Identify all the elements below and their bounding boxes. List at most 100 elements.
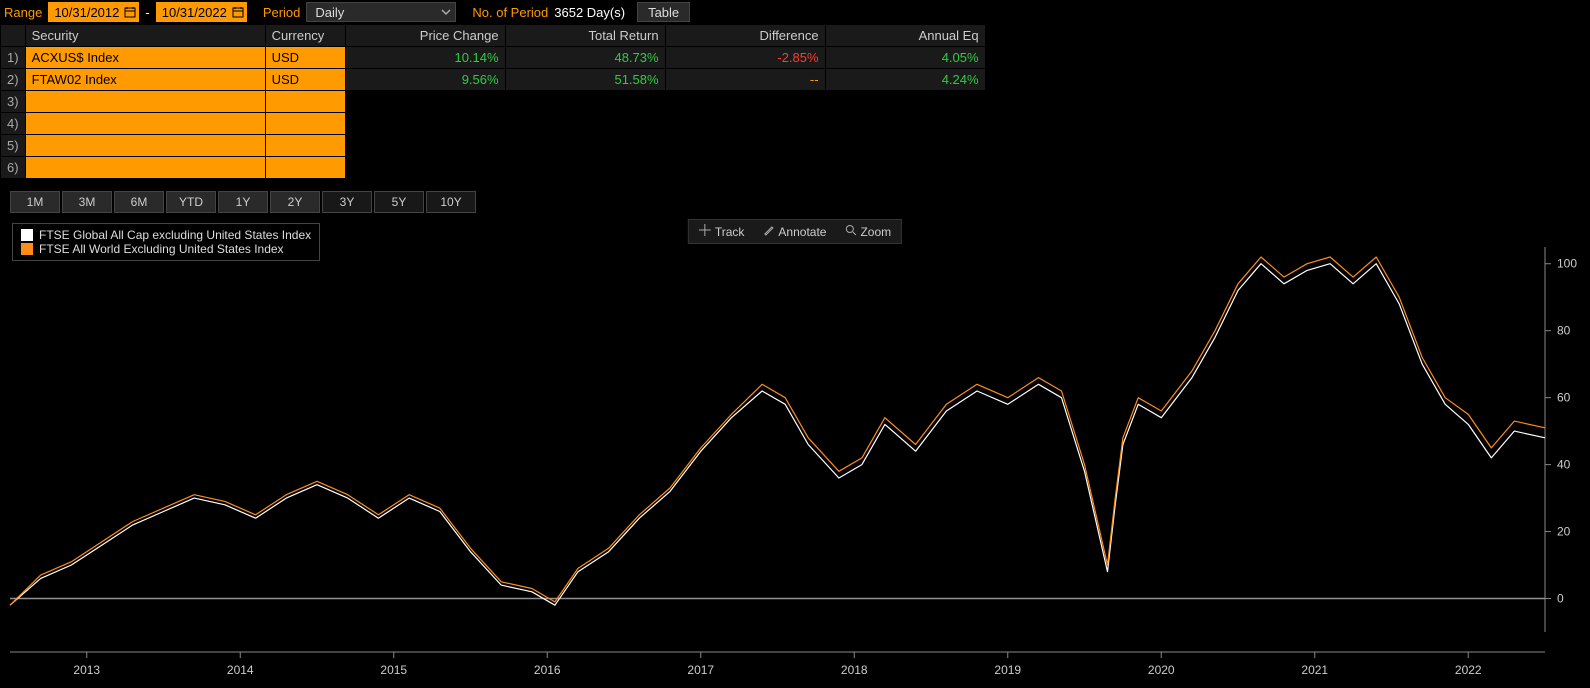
cell-empty <box>345 113 505 135</box>
cell-empty <box>505 91 665 113</box>
cell-annual-eq: 4.05% <box>825 47 985 69</box>
row-number: 2) <box>1 69 26 91</box>
cell-security: FTAW02 Index <box>25 69 265 91</box>
legend-swatch <box>21 243 33 255</box>
cell-empty <box>665 135 825 157</box>
svg-text:2018: 2018 <box>841 663 868 677</box>
cell-annual-eq: 4.24% <box>825 69 985 91</box>
price-chart[interactable]: 0204060801002013201420152016201720182019… <box>0 217 1590 683</box>
date-from-value: 10/31/2012 <box>54 5 119 20</box>
table-row[interactable]: 5) <box>1 135 986 157</box>
header-currency: Currency <box>265 25 345 47</box>
cell-empty <box>665 157 825 179</box>
svg-text:2017: 2017 <box>687 663 714 677</box>
cell-security-empty[interactable] <box>25 157 265 179</box>
date-to-input[interactable]: 10/31/2022 <box>156 2 247 22</box>
cell-empty <box>665 91 825 113</box>
zoom-button[interactable]: Zoom <box>836 222 899 241</box>
row-number: 4) <box>1 113 26 135</box>
cell-empty <box>825 135 985 157</box>
cell-difference: -2.85% <box>665 47 825 69</box>
cell-currency-empty <box>265 113 345 135</box>
svg-text:60: 60 <box>1557 391 1571 405</box>
calendar-icon[interactable] <box>123 5 137 19</box>
cell-empty <box>825 113 985 135</box>
svg-text:2019: 2019 <box>994 663 1021 677</box>
cell-total-return: 51.58% <box>505 69 665 91</box>
cell-security: ACXUS$ Index <box>25 47 265 69</box>
cell-security-empty[interactable] <box>25 113 265 135</box>
cell-empty <box>345 135 505 157</box>
table-row[interactable]: 1)ACXUS$ IndexUSD10.14%48.73%-2.85%4.05% <box>1 47 986 69</box>
range-button-1y[interactable]: 1Y <box>218 191 268 213</box>
table-row[interactable]: 6) <box>1 157 986 179</box>
cell-empty <box>345 91 505 113</box>
row-number: 3) <box>1 91 26 113</box>
range-button-ytd[interactable]: YTD <box>166 191 216 213</box>
row-number: 5) <box>1 135 26 157</box>
track-label: Track <box>715 225 745 239</box>
range-dash: - <box>145 5 149 20</box>
range-button-5y[interactable]: 5Y <box>374 191 424 213</box>
svg-text:100: 100 <box>1557 257 1577 271</box>
crosshair-icon <box>699 224 711 239</box>
table-row[interactable]: 4) <box>1 113 986 135</box>
cell-empty <box>825 157 985 179</box>
range-button-2y[interactable]: 2Y <box>270 191 320 213</box>
cell-security-empty[interactable] <box>25 91 265 113</box>
num-period-value: 3652 Day(s) <box>554 5 625 20</box>
range-button-6m[interactable]: 6M <box>114 191 164 213</box>
cell-empty <box>505 157 665 179</box>
row-number: 6) <box>1 157 26 179</box>
header-total-return: Total Return <box>505 25 665 47</box>
calendar-icon[interactable] <box>231 5 245 19</box>
range-button-1m[interactable]: 1M <box>10 191 60 213</box>
legend-item: FTSE Global All Cap excluding United Sta… <box>21 228 311 242</box>
svg-text:40: 40 <box>1557 458 1571 472</box>
cell-currency-empty <box>265 91 345 113</box>
range-button-10y[interactable]: 10Y <box>426 191 476 213</box>
chevron-down-icon <box>441 5 451 20</box>
header-difference: Difference <box>665 25 825 47</box>
chart-legend: FTSE Global All Cap excluding United Sta… <box>12 223 320 261</box>
num-period-label: No. of Period <box>472 5 548 20</box>
table-button[interactable]: Table <box>637 2 690 22</box>
header-price-change: Price Change <box>345 25 505 47</box>
svg-text:2021: 2021 <box>1301 663 1328 677</box>
svg-text:80: 80 <box>1557 324 1571 338</box>
period-select[interactable]: Daily <box>306 2 456 22</box>
legend-label: FTSE All World Excluding United States I… <box>39 242 284 256</box>
top-control-bar: Range 10/31/2012 - 10/31/2022 Period Dai… <box>0 0 1590 24</box>
comparison-table: Security Currency Price Change Total Ret… <box>0 24 986 179</box>
range-button-3y[interactable]: 3Y <box>322 191 372 213</box>
svg-text:2022: 2022 <box>1455 663 1482 677</box>
cell-difference: -- <box>665 69 825 91</box>
header-annual-eq: Annual Eq <box>825 25 985 47</box>
cell-empty <box>665 113 825 135</box>
table-row[interactable]: 3) <box>1 91 986 113</box>
legend-swatch <box>21 229 33 241</box>
svg-text:2020: 2020 <box>1148 663 1175 677</box>
cell-price-change: 10.14% <box>345 47 505 69</box>
svg-text:2015: 2015 <box>380 663 407 677</box>
annotate-button[interactable]: Annotate <box>754 222 834 241</box>
svg-text:2013: 2013 <box>73 663 100 677</box>
range-button-3m[interactable]: 3M <box>62 191 112 213</box>
cell-empty <box>505 135 665 157</box>
cell-price-change: 9.56% <box>345 69 505 91</box>
table-button-label: Table <box>648 5 679 20</box>
table-row[interactable]: 2)FTAW02 IndexUSD9.56%51.58%--4.24% <box>1 69 986 91</box>
cell-currency-empty <box>265 135 345 157</box>
track-button[interactable]: Track <box>691 222 753 241</box>
cell-total-return: 48.73% <box>505 47 665 69</box>
svg-text:0: 0 <box>1557 592 1564 606</box>
legend-item: FTSE All World Excluding United States I… <box>21 242 311 256</box>
cell-empty <box>505 113 665 135</box>
header-security: Security <box>25 25 265 47</box>
chart-toolbar: Track Annotate Zoom <box>688 219 902 244</box>
cell-currency: USD <box>265 47 345 69</box>
header-blank <box>1 25 26 47</box>
cell-security-empty[interactable] <box>25 135 265 157</box>
pencil-icon <box>762 224 774 239</box>
date-from-input[interactable]: 10/31/2012 <box>48 2 139 22</box>
